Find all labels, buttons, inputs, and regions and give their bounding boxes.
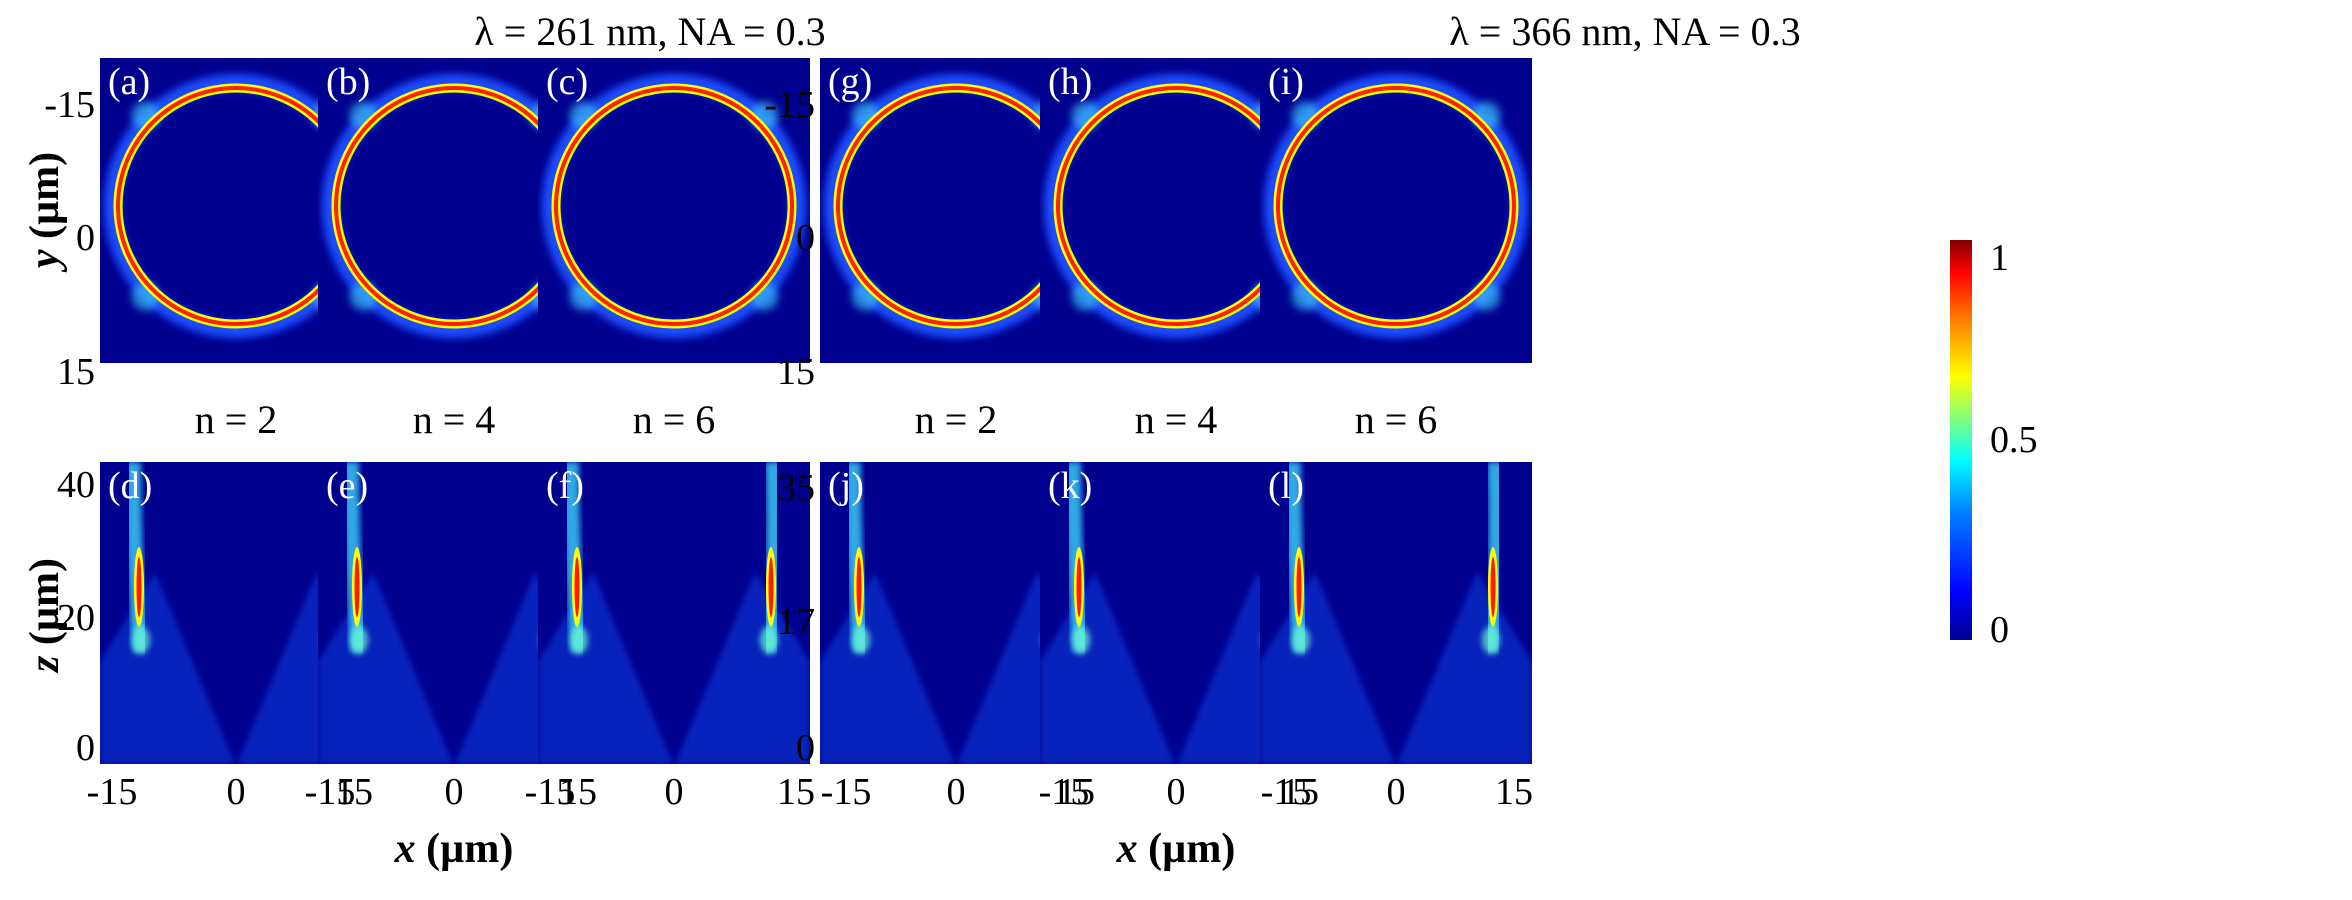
- beam-lobe: [1292, 626, 1310, 654]
- right-title: λ = 366 nm, NA = 0.3: [1449, 9, 1801, 54]
- x-tick: 15: [777, 771, 815, 813]
- n-label: n = 2: [194, 397, 278, 442]
- panel-c: (c): [538, 58, 810, 363]
- n-label: n = 6: [1354, 397, 1438, 442]
- beam-core: [1296, 557, 1302, 617]
- beam-core: [768, 557, 774, 617]
- n-label: n = 2: [914, 397, 998, 442]
- x-tick: 0: [946, 771, 966, 813]
- x-tick: -15: [1260, 771, 1312, 813]
- panel-label: (c): [546, 61, 589, 103]
- y-tick: -15: [44, 84, 95, 126]
- beam-core: [354, 557, 360, 617]
- colorbar-tick: 0.5: [1990, 419, 2038, 461]
- beam-lobe: [1072, 626, 1090, 654]
- y-tick: 15: [777, 351, 815, 393]
- z-axis-label: z (µm): [22, 557, 68, 673]
- colorbar-tick: 0: [1990, 609, 2009, 651]
- y-tick: -15: [764, 84, 815, 126]
- y-tick: 15: [57, 351, 95, 393]
- x-axis-label-right: x (µm): [1116, 826, 1236, 872]
- beam-lobe: [132, 626, 150, 654]
- panel-label: (a): [108, 61, 151, 103]
- panel-label: (g): [828, 61, 873, 103]
- panel-label: (k): [1048, 465, 1093, 507]
- x-tick: 0: [1386, 771, 1406, 813]
- y-axis-label: y (µm): [22, 151, 68, 269]
- beam-core: [574, 557, 580, 617]
- panel-label: (e): [326, 465, 369, 507]
- z-tick: 17: [777, 601, 815, 643]
- colorbar-tick: 1: [1990, 237, 2009, 279]
- n-label: n = 4: [412, 397, 496, 442]
- n-label: n = 6: [632, 397, 716, 442]
- beam-core: [1076, 557, 1082, 617]
- panel-label: (l): [1268, 465, 1304, 507]
- x-tick: 15: [559, 771, 597, 813]
- x-tick: 0: [664, 771, 684, 813]
- beam-lobe: [570, 626, 588, 654]
- x-tick: -15: [820, 771, 872, 813]
- x-tick: 0: [1166, 771, 1186, 813]
- x-tick: -15: [86, 771, 138, 813]
- panel-label: (i): [1268, 61, 1304, 103]
- ring-glow: [1264, 74, 1528, 338]
- z-tick: 20: [57, 597, 95, 639]
- beam-core: [1490, 557, 1496, 617]
- x-tick: -15: [1038, 771, 1090, 813]
- panel-f: (f): [538, 462, 810, 764]
- panel-l: (l): [1260, 462, 1532, 764]
- x-tick: -15: [524, 771, 576, 813]
- y-tick: 0: [796, 217, 815, 259]
- colorbar: [1950, 240, 1972, 640]
- z-tick: 35: [777, 467, 815, 509]
- beam-lobe: [350, 626, 368, 654]
- beam-lobe: [760, 626, 778, 654]
- x-tick: 15: [1057, 771, 1095, 813]
- panel-label: (d): [108, 465, 153, 507]
- z-tick: 40: [57, 464, 95, 506]
- z-tick: 0: [76, 727, 95, 769]
- y-tick: 0: [76, 217, 95, 259]
- x-tick: 15: [1495, 771, 1533, 813]
- panel-label: (h): [1048, 61, 1093, 103]
- panel-label: (j): [828, 465, 864, 507]
- panel-label: (b): [326, 61, 371, 103]
- x-axis-label-left: x (µm): [394, 826, 514, 872]
- x-tick: 15: [1281, 771, 1319, 813]
- panel-i: (i): [1260, 58, 1532, 363]
- x-tick: 0: [226, 771, 246, 813]
- beam-core: [856, 557, 862, 617]
- x-tick: 15: [335, 771, 373, 813]
- beam-lobe: [1482, 626, 1500, 654]
- beam-lobe: [852, 626, 870, 654]
- left-title: λ = 261 nm, NA = 0.3: [474, 9, 826, 54]
- ring-core: [554, 86, 794, 326]
- panel-label: (f): [546, 465, 584, 507]
- x-tick: 0: [444, 771, 464, 813]
- n-label: n = 4: [1134, 397, 1218, 442]
- ring-glow: [542, 74, 806, 338]
- x-tick: -15: [304, 771, 356, 813]
- z-tick: 0: [796, 727, 815, 769]
- ring-core: [1276, 86, 1516, 326]
- beam-core: [136, 557, 142, 617]
